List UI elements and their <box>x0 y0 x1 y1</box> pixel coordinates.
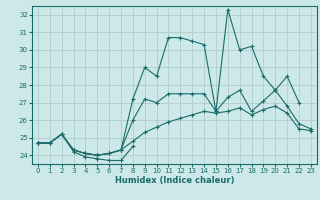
X-axis label: Humidex (Indice chaleur): Humidex (Indice chaleur) <box>115 176 234 185</box>
